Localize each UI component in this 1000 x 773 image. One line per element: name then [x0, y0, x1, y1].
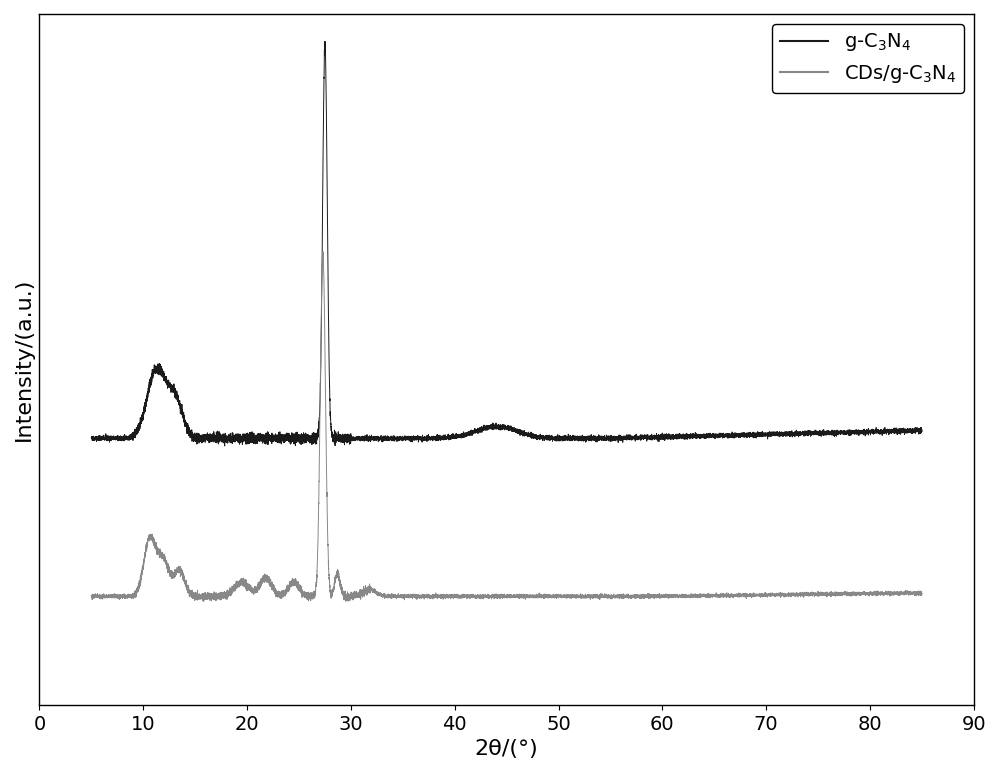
Line: g-C$_3$N$_4$: g-C$_3$N$_4$ — [91, 42, 922, 446]
CDs/g-C$_3$N$_4$ — [317, 247, 329, 256]
g-C$_3$N$_4$ — [129, 430, 141, 439]
g-C$_3$N$_4$ — [591, 434, 603, 444]
CDs/g-C$_3$N$_4$ — [198, 597, 210, 606]
g-C$_3$N$_4$ — [511, 427, 523, 436]
Line: CDs/g-C$_3$N$_4$: CDs/g-C$_3$N$_4$ — [91, 251, 922, 601]
Legend: g-C$_3$N$_4$, CDs/g-C$_3$N$_4$: g-C$_3$N$_4$, CDs/g-C$_3$N$_4$ — [772, 24, 964, 93]
CDs/g-C$_3$N$_4$ — [591, 592, 603, 601]
CDs/g-C$_3$N$_4$ — [129, 590, 141, 599]
g-C$_3$N$_4$ — [209, 435, 221, 444]
g-C$_3$N$_4$ — [523, 427, 535, 437]
CDs/g-C$_3$N$_4$ — [511, 591, 523, 601]
X-axis label: 2θ/(°): 2θ/(°) — [475, 739, 538, 759]
CDs/g-C$_3$N$_4$ — [523, 593, 535, 602]
CDs/g-C$_3$N$_4$ — [300, 588, 312, 598]
Y-axis label: Intensity/(a.u.): Intensity/(a.u.) — [14, 278, 34, 441]
CDs/g-C$_3$N$_4$ — [209, 592, 221, 601]
g-C$_3$N$_4$ — [300, 434, 312, 443]
g-C$_3$N$_4$ — [916, 427, 928, 436]
g-C$_3$N$_4$ — [85, 433, 97, 442]
CDs/g-C$_3$N$_4$ — [85, 591, 97, 601]
g-C$_3$N$_4$ — [319, 37, 331, 46]
CDs/g-C$_3$N$_4$ — [916, 589, 928, 598]
g-C$_3$N$_4$ — [219, 441, 231, 451]
